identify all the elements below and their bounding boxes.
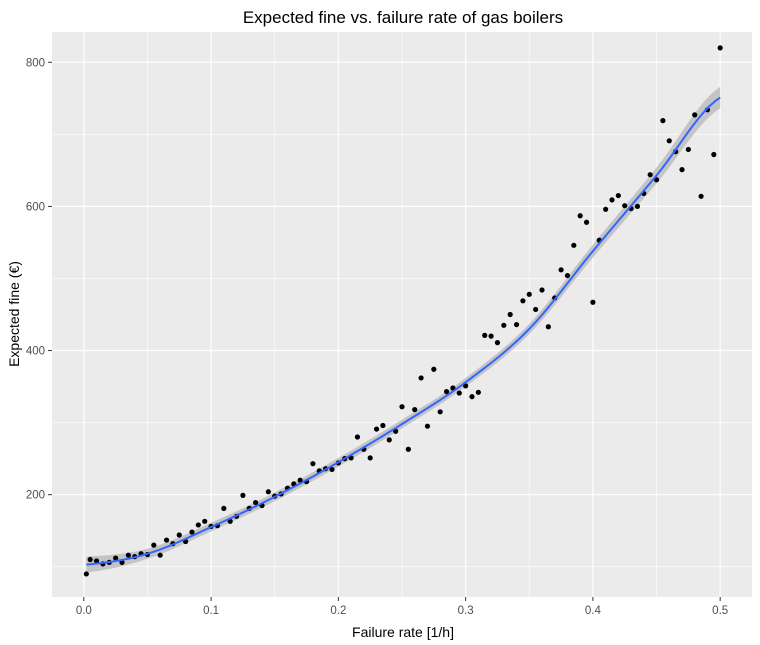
- data-point: [711, 151, 717, 158]
- x-axis-ticks: 0.0 0.1 0.2 0.3 0.4 0.5: [76, 597, 728, 617]
- data-point: [501, 322, 507, 328]
- data-point: [373, 426, 380, 432]
- data-point: [412, 407, 418, 413]
- data-point: [83, 571, 89, 577]
- y-axis-title: Expected fine (€): [6, 261, 22, 367]
- data-point: [571, 242, 577, 248]
- major-gridlines: [52, 32, 752, 597]
- data-point: [380, 422, 386, 429]
- data-point: [329, 466, 335, 473]
- data-point: [533, 306, 539, 313]
- data-point: [685, 146, 691, 153]
- data-point: [507, 311, 513, 318]
- data-point: [666, 138, 672, 144]
- y-tick-label: 800: [26, 57, 45, 69]
- y-tick-label: 400: [26, 346, 45, 358]
- data-point: [692, 112, 698, 118]
- data-point: [698, 193, 704, 199]
- x-tick-label: 0.1: [203, 605, 219, 617]
- x-tick-label: 0.3: [458, 605, 474, 617]
- data-point: [463, 383, 469, 389]
- data-point: [456, 390, 462, 396]
- data-point: [590, 299, 596, 305]
- data-point: [647, 172, 653, 178]
- data-point: [615, 192, 621, 199]
- data-point: [660, 118, 666, 124]
- data-point: [195, 522, 201, 528]
- data-point: [609, 197, 615, 203]
- data-point: [539, 287, 545, 293]
- data-point: [717, 45, 723, 51]
- data-point: [163, 537, 170, 543]
- data-point: [622, 203, 628, 209]
- data-point: [431, 366, 437, 372]
- chart-title: Expected fine vs. failure rate of gas bo…: [243, 8, 563, 27]
- data-point: [564, 272, 571, 279]
- data-point: [93, 558, 100, 564]
- data-point: [386, 437, 392, 443]
- data-point: [634, 203, 641, 209]
- data-point: [424, 423, 431, 429]
- y-tick-label: 200: [26, 490, 45, 502]
- data-point: [513, 321, 520, 328]
- data-point: [494, 340, 501, 346]
- x-axis-title: Failure rate [1/h]: [352, 624, 454, 640]
- data-point: [189, 529, 195, 535]
- data-point: [418, 375, 424, 381]
- y-axis-ticks: 200 400 600 800: [26, 57, 52, 502]
- data-point: [125, 552, 131, 558]
- data-point: [253, 499, 259, 506]
- data-point: [405, 446, 411, 452]
- fit-line: [86, 96, 721, 566]
- data-point: [157, 552, 163, 558]
- data-point: [603, 206, 609, 212]
- data-point: [526, 291, 532, 297]
- data-point: [482, 332, 488, 338]
- data-point: [679, 167, 685, 173]
- data-point: [583, 219, 590, 225]
- minor-gridlines: [52, 32, 752, 597]
- data-point: [558, 267, 564, 273]
- data-point: [367, 455, 373, 461]
- data-point: [87, 556, 93, 563]
- data-point: [151, 542, 157, 548]
- data-point: [545, 324, 551, 330]
- data-point: [399, 404, 405, 410]
- x-tick-label: 0.0: [76, 605, 92, 617]
- data-point: [221, 505, 227, 511]
- x-tick-label: 0.2: [330, 605, 346, 617]
- data-point: [577, 213, 583, 219]
- data-point: [240, 492, 246, 498]
- data-point: [520, 298, 526, 304]
- data-point: [113, 555, 119, 561]
- data-point: [176, 532, 182, 538]
- data-point: [488, 333, 494, 339]
- data-point: [469, 394, 475, 400]
- data-point: [265, 489, 271, 495]
- data-point: [437, 409, 443, 415]
- data-point: [354, 434, 361, 440]
- x-tick-label: 0.4: [585, 605, 602, 617]
- y-tick-label: 600: [26, 201, 45, 213]
- data-point: [475, 389, 481, 395]
- data-point: [297, 477, 303, 483]
- data-point: [443, 389, 450, 395]
- x-tick-label: 0.5: [712, 605, 728, 617]
- data-point: [202, 518, 208, 524]
- data-point: [310, 461, 316, 467]
